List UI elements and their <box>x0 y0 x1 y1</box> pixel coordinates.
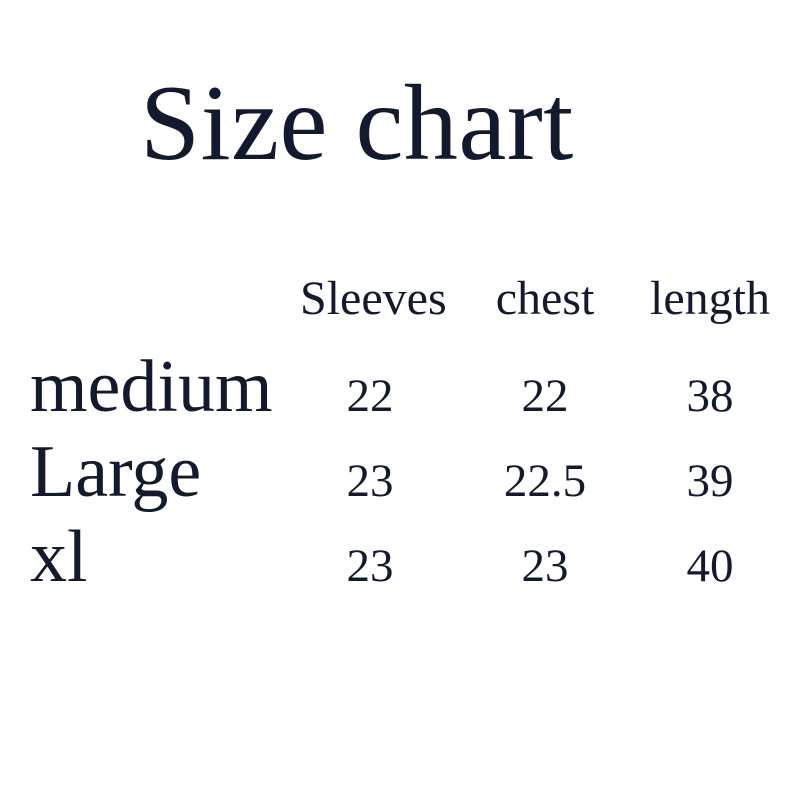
table-row-large: Large 23 22.5 39 <box>30 435 770 509</box>
table-header-row: Sleeves chest length <box>30 275 770 323</box>
cell-large-length: 39 <box>686 455 734 507</box>
column-header-chest: chest <box>495 272 595 325</box>
table-row-xl: xl 23 23 40 <box>30 520 770 594</box>
row-label-medium: medium <box>30 346 273 428</box>
cell-medium-length: 38 <box>686 370 734 422</box>
page-title: Size chart <box>140 64 574 183</box>
row-label-xl: xl <box>30 516 88 598</box>
cell-medium-sleeves: 22 <box>346 370 394 422</box>
cell-large-sleeves: 23 <box>346 455 394 507</box>
column-header-size-spacer <box>30 275 300 323</box>
table-row-medium: medium 22 22 38 <box>30 350 770 424</box>
cell-xl-chest: 23 <box>521 540 569 592</box>
row-label-large: Large <box>30 431 202 513</box>
cell-medium-chest: 22 <box>521 370 569 422</box>
cell-xl-sleeves: 23 <box>346 540 394 592</box>
cell-large-chest: 22.5 <box>503 455 587 507</box>
cell-xl-length: 40 <box>686 540 734 592</box>
column-header-sleeves: Sleeves <box>300 272 447 325</box>
column-header-length: length <box>650 272 770 325</box>
